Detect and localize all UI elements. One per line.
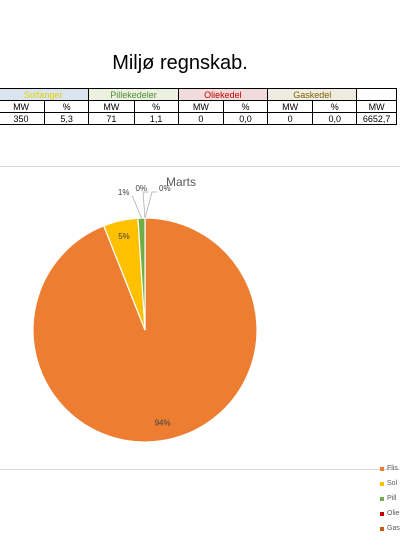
page-title: Miljø regnskab.: [112, 52, 248, 74]
legend-swatch: [380, 481, 384, 486]
energy-table: Solfanger Pillekedeler Oliekedel Gaskede…: [0, 88, 397, 125]
group-header-solfanger[interactable]: Solfanger: [0, 88, 90, 101]
value-row: 350 5,3 71 1,1 0 0,0 0 0,0 6652,7: [0, 112, 397, 125]
legend-item-gaskedel[interactable]: Gas: [380, 521, 400, 536]
group-header-total[interactable]: [356, 88, 397, 101]
unit-pct[interactable]: %: [312, 100, 358, 113]
group-header-pillekedeler[interactable]: Pillekedeler: [88, 88, 179, 101]
value-solfanger-mw[interactable]: 350: [0, 112, 46, 125]
legend-swatch: [380, 526, 384, 531]
chart-legend: Flis Sol Pill Olie Gas: [380, 461, 400, 536]
data-label-gaskedel: 0%: [159, 184, 171, 193]
group-header-oliekedel[interactable]: Oliekedel: [177, 88, 269, 101]
unit-mw[interactable]: MW: [88, 100, 135, 113]
unit-mw-total[interactable]: MW: [356, 100, 397, 113]
legend-swatch: [380, 466, 384, 471]
leader-line-oliekedel: [142, 191, 149, 219]
group-header-gaskedel[interactable]: Gaskedel: [267, 88, 358, 101]
chart-area[interactable]: Marts 94% 5% 1% 0% 0% Flis Sol Pill Olie Gas: [0, 166, 400, 532]
legend-label: Flis: [387, 465, 398, 472]
data-label-oliekedel: 0%: [135, 184, 147, 193]
legend-item-oliekedel[interactable]: Olie: [380, 506, 400, 521]
value-total-mw[interactable]: 6652,7: [356, 112, 397, 125]
legend-item-solfanger[interactable]: Sol: [380, 476, 400, 491]
data-labels: 94% 5% 1% 0% 0%: [118, 184, 171, 427]
value-solfanger-pct[interactable]: 5,3: [44, 112, 90, 125]
unit-pct[interactable]: %: [44, 100, 90, 113]
pie-slices: [32, 217, 258, 443]
value-gaskedel-mw[interactable]: 0: [267, 112, 314, 125]
legend-label: Sol: [387, 480, 398, 487]
legend-item-flis[interactable]: Flis: [380, 461, 400, 476]
legend-item-pillekedeler[interactable]: Pill: [380, 491, 400, 506]
unit-header-row: MW % MW % MW % MW % MW: [0, 100, 397, 113]
chart-title: Marts: [166, 175, 196, 189]
value-oliekedel-pct[interactable]: 0,0: [222, 112, 269, 125]
leader-line-pillekedeler: [131, 195, 142, 219]
data-label-solfanger: 5%: [118, 232, 130, 241]
legend-label: Olie: [387, 510, 400, 517]
unit-mw[interactable]: MW: [0, 100, 46, 113]
unit-pct[interactable]: %: [222, 100, 269, 113]
legend-label: Pill: [387, 495, 397, 502]
value-gaskedel-pct[interactable]: 0,0: [312, 112, 358, 125]
unit-mw[interactable]: MW: [177, 100, 224, 113]
leader-lines: [131, 191, 157, 219]
legend-swatch: [380, 496, 384, 501]
unit-pct[interactable]: %: [133, 100, 179, 113]
data-label-pillekedeler: 1%: [118, 188, 130, 197]
legend-label: Gas: [387, 525, 400, 532]
value-oliekedel-mw[interactable]: 0: [177, 112, 224, 125]
value-pillekedeler-mw[interactable]: 71: [88, 112, 135, 125]
leader-line-gaskedel: [144, 191, 157, 219]
data-label-flis: 94%: [155, 418, 171, 427]
unit-mw[interactable]: MW: [267, 100, 314, 113]
group-header-row: Solfanger Pillekedeler Oliekedel Gaskede…: [0, 88, 397, 101]
pie-chart: Marts 94% 5% 1% 0% 0%: [32, 175, 258, 443]
value-pillekedeler-pct[interactable]: 1,1: [133, 112, 179, 125]
legend-swatch: [380, 511, 384, 516]
